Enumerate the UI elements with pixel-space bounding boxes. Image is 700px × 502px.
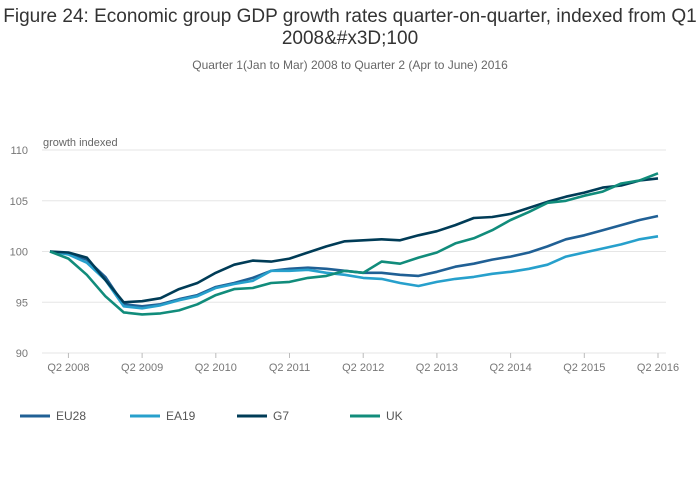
x-tick-label: Q2 2010 [195, 362, 237, 374]
x-tick-label: Q2 2014 [490, 362, 532, 374]
chart-title: Figure 24: Economic group GDP growth rat… [3, 6, 697, 49]
series-line-uk [49, 172, 659, 316]
y-tick-label: 100 [10, 247, 28, 259]
x-tick-label: Q2 2011 [269, 362, 310, 374]
chart-subtitle: Quarter 1(Jan to Mar) 2008 to Quarter 2 … [192, 58, 508, 72]
y-tick-label: 110 [10, 145, 28, 157]
legend-label-uk: UK [386, 409, 403, 423]
legend-label-g7: G7 [273, 409, 289, 423]
y-tick-label: 95 [16, 297, 28, 309]
y-axis-label: growth indexed [43, 137, 118, 149]
series-line-eu28 [49, 214, 659, 308]
legend-label-ea19: EA19 [166, 409, 196, 423]
x-tick-label: Q2 2009 [121, 362, 163, 374]
series-line-ea19 [49, 235, 659, 310]
x-tick-label: Q2 2012 [342, 362, 384, 374]
series-line-g7 [49, 177, 659, 304]
x-tick-label: Q2 2016 [637, 362, 679, 374]
x-tick-label: Q2 2013 [416, 362, 458, 374]
legend-label-eu28: EU28 [56, 409, 86, 423]
x-tick-label: Q2 2015 [563, 362, 605, 374]
y-tick-label: 90 [16, 348, 28, 360]
x-tick-label: Q2 2008 [47, 362, 89, 374]
y-tick-label: 105 [10, 196, 28, 208]
